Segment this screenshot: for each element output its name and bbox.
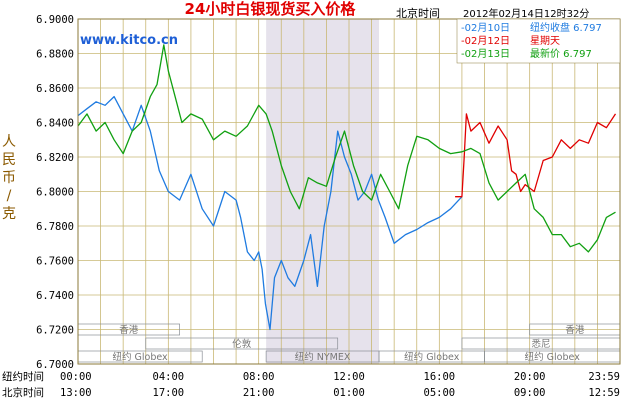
chart-title: 24小时白银现货买入价格	[185, 0, 357, 18]
x-tick-label-bj: 01:00	[333, 387, 365, 399]
y-label-char: 币	[2, 170, 16, 186]
y-axis-label: 人民币 / 克	[2, 134, 16, 222]
x-tick-label-ny: 16:00	[424, 371, 456, 383]
y-tick-label: 6.7000	[36, 359, 74, 371]
y-axis-ticks: 6.9000 6.8800 6.8600 6.8400 6.8200 6.8000 6.78…	[36, 14, 74, 371]
y-tick-label: 6.8000	[36, 187, 74, 199]
y-tick-label: 6.7800	[36, 221, 74, 233]
session-label: 伦敦	[232, 338, 252, 350]
session-label: 纽约 Globex	[404, 351, 460, 363]
y-label-char: 民	[2, 152, 16, 168]
legend-extra: 纽约收盘 6.797	[530, 21, 602, 34]
x-row-label-ny: 纽约时间	[2, 370, 44, 383]
y-tick-label: 6.9000	[36, 14, 74, 26]
series-line	[77, 95, 463, 331]
legend-extra: 星期天	[530, 35, 560, 47]
x-tick-label-ny: 00:00	[60, 371, 92, 383]
plot-border	[77, 18, 621, 365]
x-tick-label-ny: 04:00	[153, 371, 185, 383]
session-label: 纽约 Globex	[113, 351, 169, 363]
x-tick-label-ny: 12:00	[333, 371, 365, 383]
x-tick-label-bj: 13:00	[60, 387, 92, 399]
session-label: 纽约 NYMEX	[295, 351, 351, 363]
y-tick-label: 6.7200	[36, 325, 74, 337]
legend-label: -02月10日	[461, 22, 510, 34]
session-label: 纽约 Globex	[525, 351, 581, 363]
y-label-char: 人	[2, 134, 16, 150]
y-label-char: 克	[2, 206, 16, 222]
x-axis-ticks: 00:00 13:00 04:00 17:00 08:00 21:00 12:00 01:00…	[60, 371, 620, 399]
legend-label: -02月13日	[461, 48, 510, 60]
series-line	[455, 113, 617, 198]
y-tick-label: 6.8200	[36, 152, 74, 164]
legend: -02月10日 纽约收盘 6.797 -02月12日 星期天 -02月13日 最新价 6.…	[461, 21, 602, 60]
session-label: 香港	[119, 324, 139, 336]
x-tick-label-ny: 20:00	[514, 371, 546, 383]
x-tick-label-bj: 12:59	[588, 387, 620, 399]
x-tick-label-bj: 09:00	[514, 387, 546, 399]
x-tick-label-ny: 23:59	[588, 371, 620, 383]
y-tick-label: 6.7400	[36, 290, 74, 302]
y-tick-label: 6.7600	[36, 256, 74, 268]
series-layer	[77, 44, 617, 331]
y-tick-label: 6.8600	[36, 83, 74, 95]
y-label-char: /	[7, 188, 12, 204]
legend-label: -02月12日	[461, 35, 510, 47]
x-tick-label-ny: 08:00	[243, 371, 275, 383]
series-line	[77, 44, 616, 253]
session-label: 悉尼	[531, 338, 550, 350]
session-bar	[145, 337, 339, 350]
y-tick-label: 6.8800	[36, 49, 74, 61]
x-tick-label-bj: 21:00	[243, 387, 275, 399]
session-label: 香港	[565, 324, 585, 336]
y-tick-label: 6.8400	[36, 118, 74, 130]
legend-box	[456, 18, 621, 64]
timestamp: 2012年02月14日12时32分	[463, 7, 589, 20]
legend-extra: 最新价 6.797	[530, 47, 592, 60]
watermark: www.kitco.cn	[80, 33, 178, 48]
beijing-time-label: 北京时间	[396, 6, 440, 20]
x-tick-label-bj: 17:00	[153, 387, 185, 399]
x-row-label-bj: 北京时间	[2, 386, 44, 399]
x-tick-label-bj: 05:00	[424, 387, 456, 399]
